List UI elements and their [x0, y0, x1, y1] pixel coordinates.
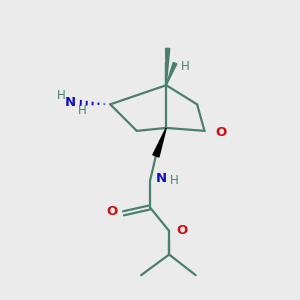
Polygon shape	[166, 62, 177, 85]
Text: N: N	[156, 172, 167, 185]
Text: H: H	[170, 174, 179, 187]
Text: N: N	[65, 96, 76, 110]
Text: O: O	[107, 205, 118, 218]
Text: H: H	[57, 89, 66, 102]
Text: O: O	[176, 224, 187, 238]
Text: H: H	[181, 61, 190, 74]
Text: H: H	[78, 104, 87, 117]
Text: O: O	[215, 126, 226, 139]
Polygon shape	[153, 128, 166, 157]
Polygon shape	[166, 48, 170, 85]
